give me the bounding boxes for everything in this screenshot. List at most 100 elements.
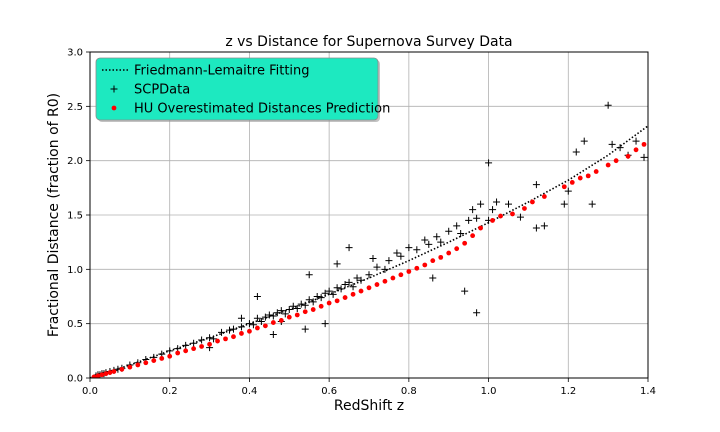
chart-title: z vs Distance for Supernova Survey Data <box>225 34 512 50</box>
hu-prediction-point <box>294 312 300 318</box>
hu-prediction-point <box>478 225 483 231</box>
scp-data-point <box>421 236 429 244</box>
y-tick-label: 1.0 <box>67 265 83 276</box>
scp-data-point <box>516 213 524 221</box>
scp-data-point <box>190 339 198 347</box>
scp-data-point <box>253 293 261 300</box>
hu-prediction-point <box>541 194 547 199</box>
hu-prediction-point <box>490 218 495 223</box>
hu-prediction-point <box>605 162 611 168</box>
hu-prediction-point <box>318 303 324 309</box>
scp-data-point <box>580 137 588 145</box>
y-tick-label: 0.5 <box>67 319 83 330</box>
scp-data-point <box>261 313 269 321</box>
hu-prediction-point <box>270 320 276 325</box>
hu-prediction-point <box>191 346 197 352</box>
hu-prediction-point <box>585 173 591 179</box>
hu-prediction-point <box>107 370 113 375</box>
scp-data-point <box>218 328 226 336</box>
fit-line <box>90 125 648 378</box>
hu-prediction-point <box>239 331 244 336</box>
scp-data-point <box>564 187 572 195</box>
hu-prediction-point <box>569 180 575 185</box>
scp-data-point <box>588 200 596 208</box>
scp-data-point <box>485 159 493 167</box>
y-tick-label: 3.0 <box>67 48 83 59</box>
scp-data-point <box>365 271 373 279</box>
scp-data-point <box>572 148 580 156</box>
scp-data-point <box>405 244 413 252</box>
scp-data-point <box>321 289 329 297</box>
hu-prediction-point <box>625 153 631 159</box>
scp-data-point <box>397 252 405 260</box>
hu-prediction-point <box>135 362 141 368</box>
scp-data-point <box>465 216 473 224</box>
scp-data-point <box>493 198 501 206</box>
hu-prediction-point <box>334 298 340 304</box>
scp-data-point <box>305 271 313 279</box>
hu-prediction-point <box>350 291 356 297</box>
scp-data-point <box>385 257 393 265</box>
hu-prediction-point <box>207 341 212 347</box>
scp-data-point <box>182 341 190 349</box>
hu-prediction-point <box>326 300 332 306</box>
scp-data-point <box>341 281 349 289</box>
hu-prediction-point <box>183 348 189 354</box>
scp-data-point <box>309 298 317 306</box>
scp-data-point <box>457 229 465 237</box>
scp-data-point <box>273 309 281 317</box>
x-tick-label: 1.4 <box>640 386 656 397</box>
hu-prediction-point <box>633 147 639 153</box>
scp-data-point <box>345 278 353 286</box>
hu-prediction-point <box>510 211 515 217</box>
hu-prediction-point <box>522 206 527 211</box>
scp-data-point <box>249 321 257 329</box>
scp-data-point <box>317 294 325 302</box>
scp-data-point <box>229 325 237 333</box>
scp-data-point <box>369 254 377 262</box>
hu-prediction-point <box>498 213 503 219</box>
scp-data-point <box>166 347 174 355</box>
scp-data-point <box>632 137 640 145</box>
scp-data-point <box>393 249 401 257</box>
scp-data-point <box>425 240 433 248</box>
hu-prediction-point <box>127 364 133 370</box>
y-tick-label: 1.5 <box>67 211 83 222</box>
scp-data-point <box>604 101 612 109</box>
scp-data-point <box>357 276 365 284</box>
scp-data-point <box>469 206 477 214</box>
scp-data-point <box>226 326 233 334</box>
scp-data-point <box>349 283 357 291</box>
hu-prediction-point <box>143 360 149 366</box>
hu-prediction-point <box>342 295 348 300</box>
hu-prediction-point <box>430 258 436 264</box>
hu-prediction-point <box>414 265 420 271</box>
hu-prediction-point <box>255 325 260 331</box>
scp-data-point <box>281 310 289 318</box>
y-tick-label: 2.5 <box>67 102 83 113</box>
scp-data-point <box>433 233 441 241</box>
hu-prediction-point <box>406 269 412 274</box>
scp-data-point <box>297 300 305 308</box>
hu-prediction-point <box>366 285 372 291</box>
x-tick-label: 0.0 <box>82 386 98 397</box>
scp-data-point <box>285 306 293 314</box>
scp-data-point <box>289 302 297 310</box>
hu-prediction-point <box>446 250 452 256</box>
hu-prediction-point <box>561 184 567 190</box>
legend-plus-marker <box>110 85 118 93</box>
x-tick-label: 0.8 <box>401 386 417 397</box>
hu-prediction-point <box>462 240 468 246</box>
scp-data-point <box>245 320 253 328</box>
scp-data-point <box>333 284 341 292</box>
hu-prediction-point <box>262 323 268 329</box>
hu-prediction-point <box>103 371 109 377</box>
hu-prediction-point <box>302 309 308 315</box>
hu-prediction-point <box>95 373 101 378</box>
hu-prediction-point <box>358 288 364 294</box>
hu-prediction-point <box>398 272 404 278</box>
hu-prediction-point <box>119 366 125 372</box>
hu-prediction-point <box>438 254 444 260</box>
hu-prediction-point <box>247 328 252 334</box>
